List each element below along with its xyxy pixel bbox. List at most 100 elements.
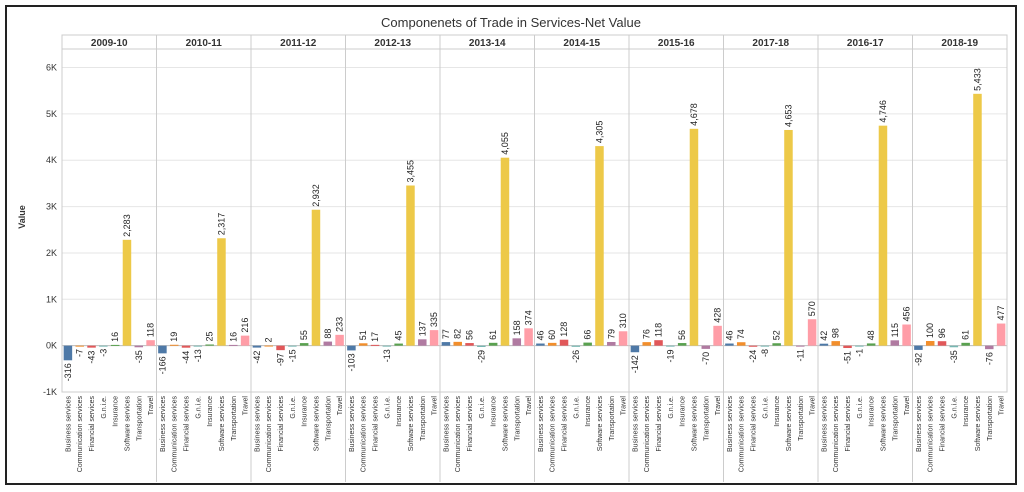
data-label: 4,678: [689, 103, 699, 126]
category-label: Business services: [538, 396, 545, 453]
category-label: Transportation: [703, 396, 710, 441]
category-label: Software services: [313, 396, 320, 452]
data-label: 570: [807, 301, 817, 316]
data-label: 52: [772, 330, 782, 340]
category-label: Software services: [880, 396, 887, 452]
bar: [382, 345, 392, 347]
category-label: Travel: [148, 396, 155, 416]
data-label: -35: [134, 350, 144, 363]
data-label: -7: [75, 349, 85, 357]
bar: [500, 157, 510, 346]
data-label: 428: [713, 308, 723, 323]
data-label: -70: [701, 352, 711, 365]
bar: [866, 343, 876, 346]
data-label: 56: [677, 330, 687, 340]
category-label: Insurance: [207, 396, 214, 427]
category-label: G.n.i.e.: [857, 396, 864, 419]
data-label: 46: [535, 331, 545, 341]
bar: [654, 340, 663, 346]
data-label: 46: [724, 331, 734, 341]
data-label: 456: [902, 306, 912, 321]
category-label: Travel: [999, 396, 1006, 416]
bar: [689, 128, 699, 346]
bar: [914, 345, 923, 350]
panel-2015-16: 2015-16 -142 Business services 76 Communicat…: [628, 35, 723, 482]
data-label: 118: [654, 323, 664, 337]
bar: [441, 342, 451, 346]
data-label: 51: [358, 330, 368, 340]
category-label: Insurance: [302, 396, 309, 427]
panel-2016-17: 2016-17 42 Business services 98 Communicatio…: [817, 35, 912, 482]
bar: [760, 345, 770, 347]
category-label: G.n.i.e.: [101, 396, 108, 419]
bar: [996, 323, 1006, 346]
bar: [193, 345, 203, 347]
data-label: -92: [913, 353, 923, 366]
panel-2018-19: 2018-19 -92 Business services 100 Communicat…: [912, 35, 1006, 482]
bar: [394, 343, 403, 346]
data-label: 5,433: [972, 68, 982, 91]
data-label: 56: [465, 330, 475, 340]
bar: [323, 341, 333, 346]
category-label: G.n.i.e.: [668, 396, 675, 419]
bar: [937, 341, 947, 346]
data-label: 2,932: [311, 184, 321, 207]
bar: [642, 342, 651, 346]
category-label: G.n.i.e.: [951, 396, 958, 419]
data-label: 55: [299, 330, 309, 340]
data-label: 45: [394, 331, 404, 341]
bar: [748, 345, 758, 347]
bar: [99, 345, 108, 347]
bar: [607, 341, 616, 346]
category-label: Insurance: [774, 396, 781, 427]
data-label: 48: [866, 330, 876, 340]
data-label: -44: [181, 351, 191, 364]
category-label: Financial services: [845, 396, 852, 452]
data-label: 66: [583, 330, 593, 340]
y-tick-label: 5K: [46, 109, 57, 119]
bar: [63, 345, 73, 361]
bar: [536, 343, 545, 346]
data-label: -316: [63, 363, 73, 381]
category-label: Financial services: [940, 396, 947, 452]
category-label: Business services: [160, 396, 167, 453]
bar: [358, 343, 368, 346]
data-label: -51: [843, 351, 853, 364]
bar: [725, 343, 734, 346]
bar: [630, 345, 640, 353]
panel-header: 2017-18: [752, 38, 789, 49]
category-label: Travel: [243, 396, 250, 416]
bar: [240, 335, 250, 346]
category-label: Business services: [443, 396, 450, 453]
bar: [890, 340, 900, 346]
panel-2010-11: 2010-11 -166 Business services 19 Communicat…: [156, 35, 250, 482]
panel-header: 2015-16: [658, 38, 695, 49]
bar: [949, 345, 959, 348]
data-label: -3: [98, 349, 108, 357]
category-label: Insurance: [491, 396, 498, 427]
category-label: Communication services: [928, 396, 935, 473]
bar: [205, 344, 214, 346]
data-label: 79: [606, 329, 616, 339]
bar: [701, 345, 711, 349]
bar: [217, 238, 226, 346]
panel-header: 2013-14: [469, 38, 506, 49]
category-label: Insurance: [396, 396, 403, 427]
panel-2009-10: 2009-10 -316 Business services -7 Communicat…: [63, 38, 156, 472]
trade-services-chart: Componenets of Trade in Services-Net Val…: [17, 15, 1008, 482]
bar: [299, 343, 309, 346]
data-label: 4,653: [783, 104, 793, 127]
category-label: Transportation: [514, 396, 521, 441]
category-label: Travel: [715, 396, 722, 416]
category-label: Transportation: [987, 396, 994, 441]
category-label: Software services: [786, 396, 793, 452]
category-label: G.n.i.e.: [195, 396, 202, 419]
category-label: Insurance: [585, 396, 592, 427]
y-tick-label: 3K: [46, 202, 57, 212]
bar: [618, 331, 628, 346]
bar: [925, 341, 935, 346]
data-label: -166: [157, 356, 167, 374]
y-tick-label: 4K: [46, 155, 57, 165]
category-label: Business services: [349, 396, 356, 453]
